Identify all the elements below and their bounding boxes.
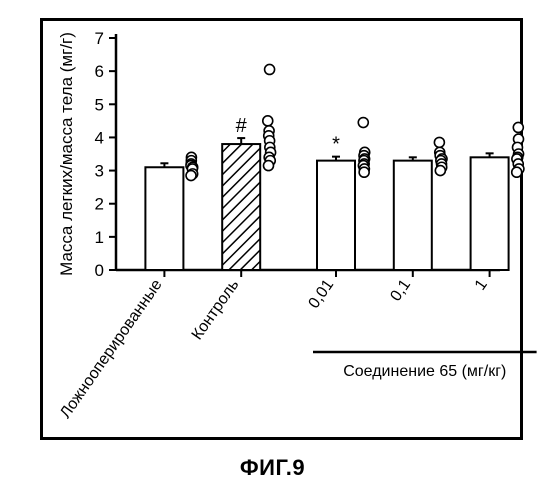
svg-text:Контроль: Контроль	[189, 277, 243, 344]
figure-caption: ФИГ.9	[0, 455, 545, 481]
svg-text:#: #	[236, 115, 248, 137]
svg-text:4: 4	[95, 128, 104, 147]
svg-text:0: 0	[95, 261, 104, 280]
svg-text:1: 1	[95, 228, 104, 247]
svg-text:5: 5	[95, 95, 104, 114]
bar-chart: 0 1 2 3 4 5 6 7 Масса легких/масса тела (мг/г)Ло…	[0, 0, 545, 500]
svg-text:3: 3	[95, 162, 104, 181]
svg-text:0,1: 0,1	[387, 276, 414, 304]
svg-text:Соединение 65 (мг/кг): Соединение 65 (мг/кг)	[343, 363, 506, 380]
svg-text:6: 6	[95, 62, 104, 81]
svg-text:Масса легких/масса тела (мг/г): Масса легких/масса тела (мг/г)	[57, 32, 76, 276]
svg-text:7: 7	[95, 29, 104, 48]
svg-text:2: 2	[95, 195, 104, 214]
svg-text:0,01: 0,01	[305, 276, 337, 311]
svg-text:Ложнооперированные: Ложнооперированные	[57, 276, 166, 421]
svg-text:*: *	[332, 134, 340, 156]
svg-text:1: 1	[472, 276, 491, 293]
